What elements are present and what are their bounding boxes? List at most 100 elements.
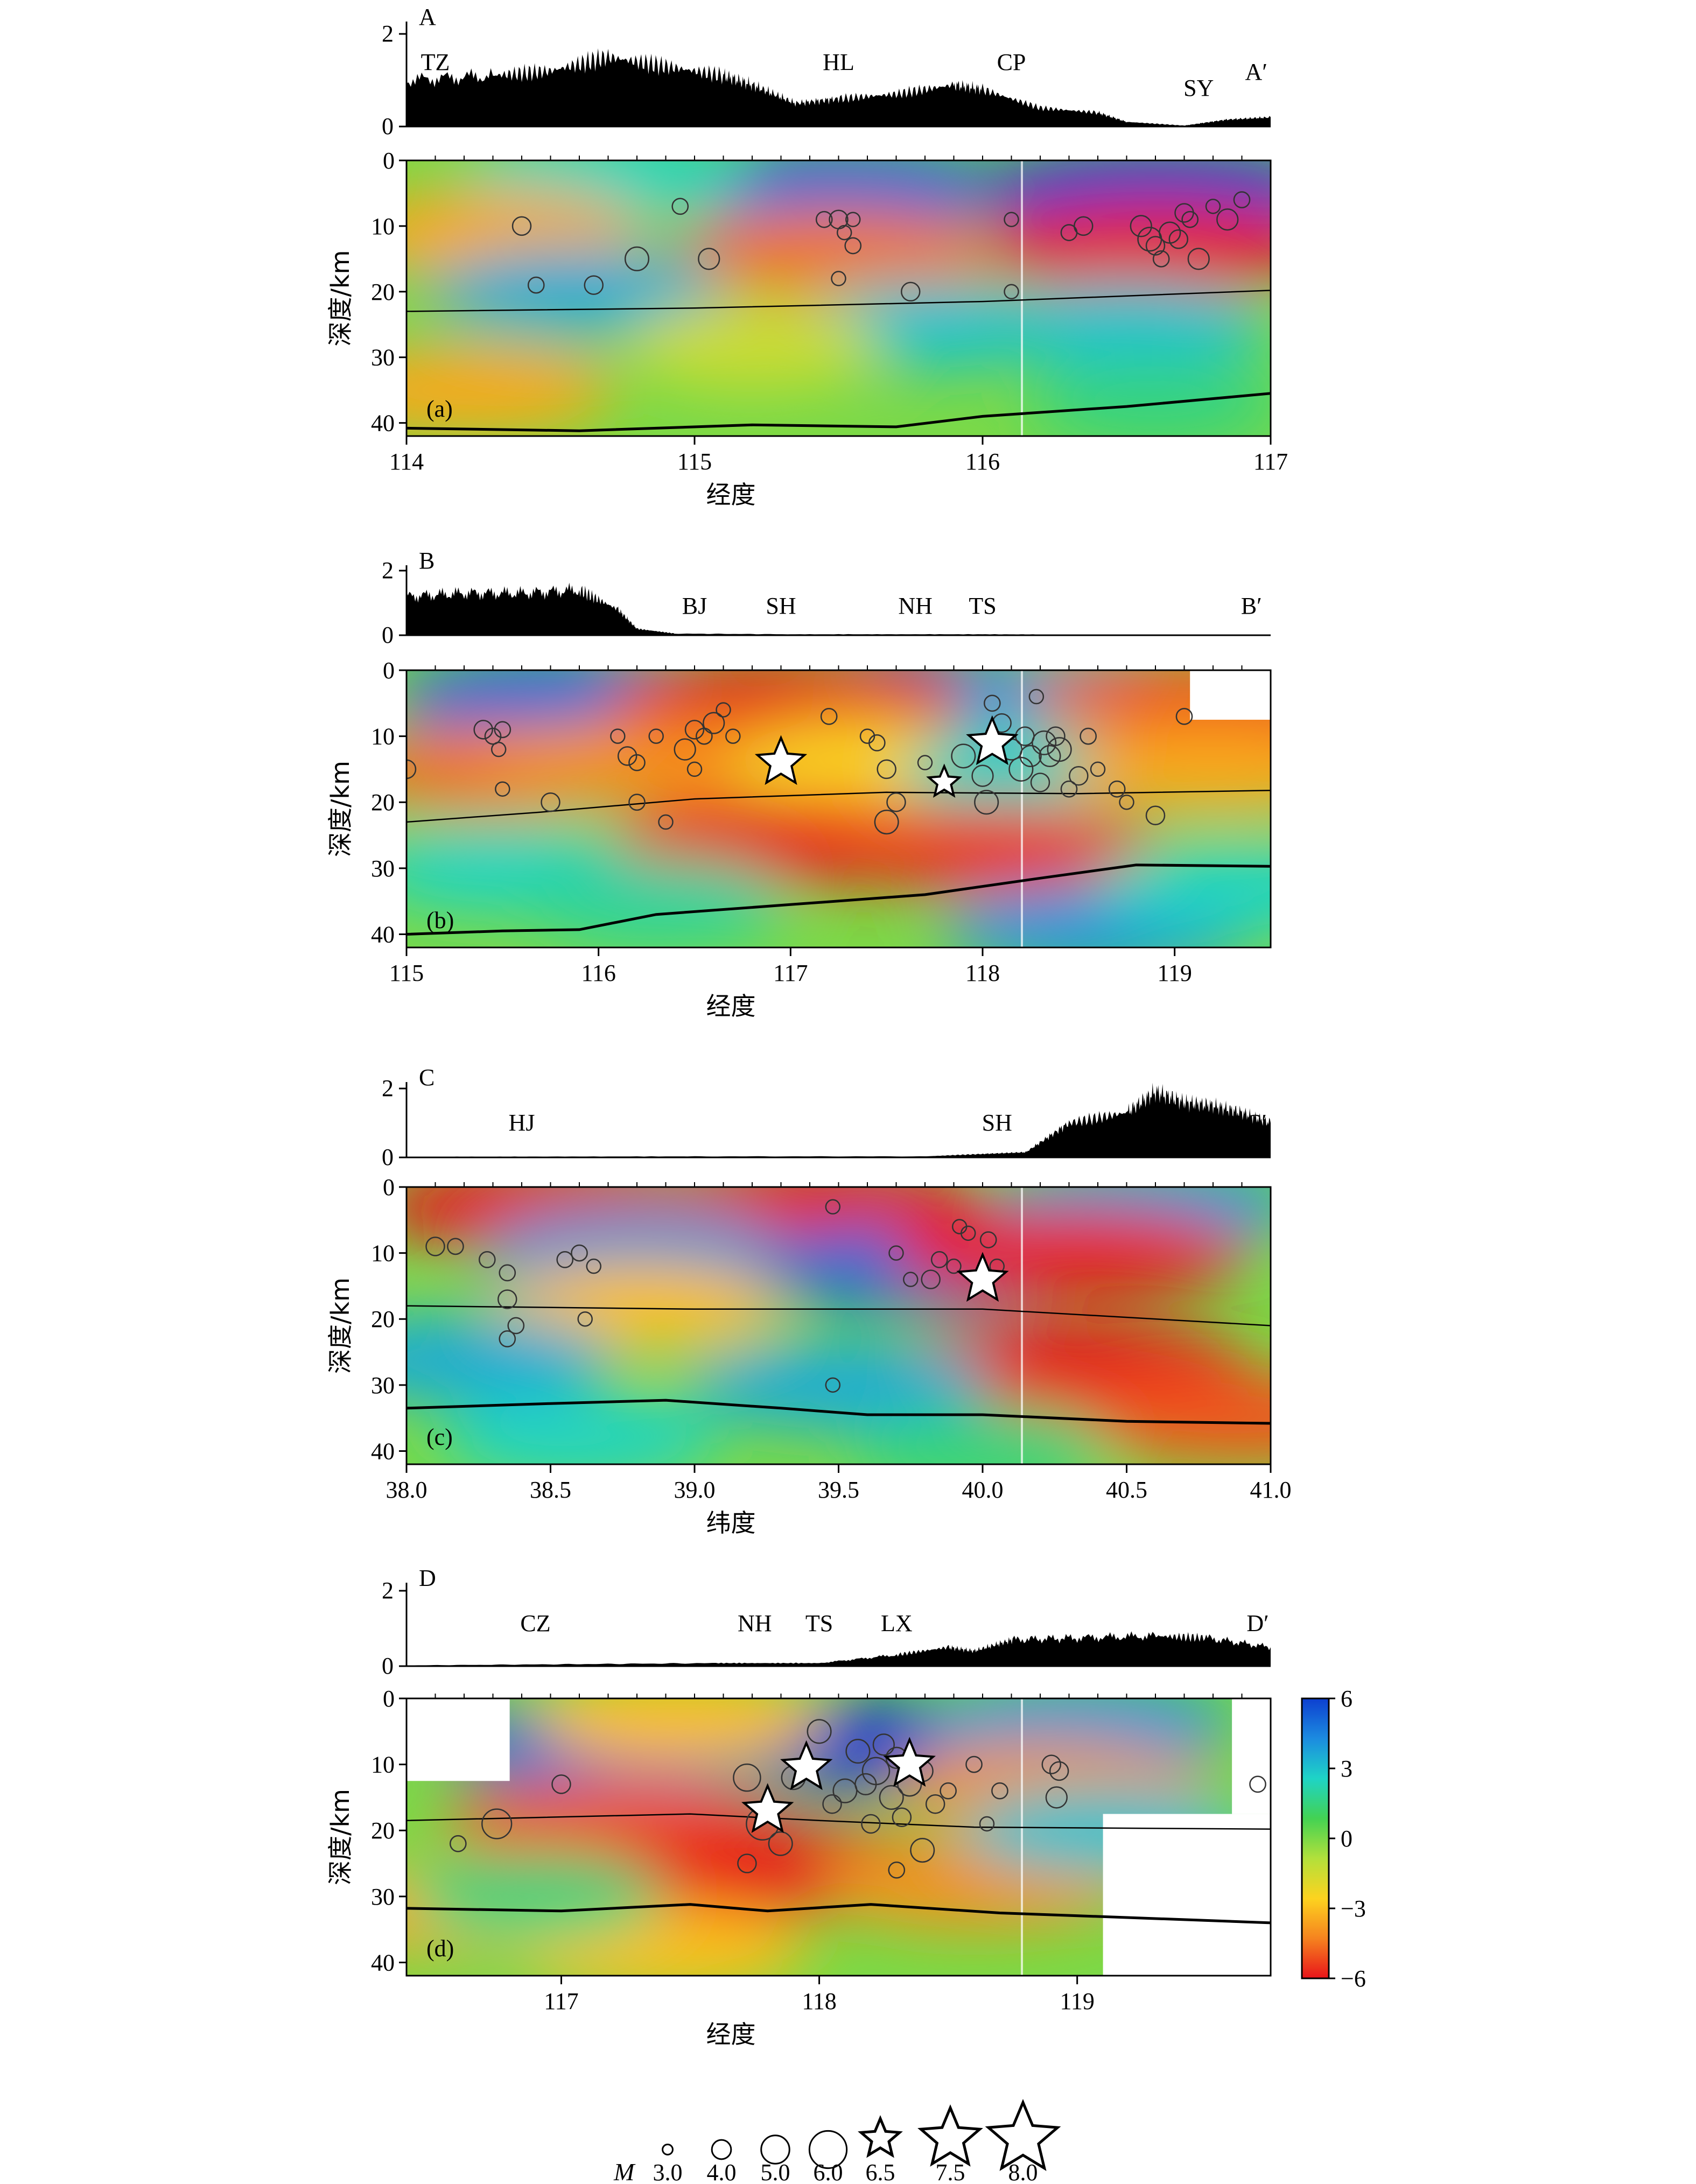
x-tick-label: 39.5: [818, 1477, 859, 1503]
place-label: B′: [1241, 593, 1262, 619]
place-label: A′: [1245, 59, 1267, 85]
earthquake-circle: [903, 1272, 919, 1287]
earthquake-circle: [1045, 1786, 1068, 1809]
x-tick-label: 117: [544, 1988, 578, 2014]
earthquake-circle: [1187, 248, 1210, 270]
place-label: NH: [738, 1610, 772, 1637]
y-tick-label: 20: [371, 1306, 395, 1332]
no-data-region: [407, 1698, 510, 1781]
large-earthquake-star: [741, 1783, 794, 1833]
earthquake-circle: [610, 728, 626, 744]
topo-tick-label: 0: [382, 1653, 394, 1679]
earthquake-circle: [1233, 191, 1251, 208]
x-tick-label: 116: [965, 448, 1000, 475]
earthquake-circle: [1019, 745, 1042, 768]
y-tick-label: 20: [371, 789, 395, 816]
earthquake-circle: [1069, 766, 1089, 786]
earthquake-circle: [868, 734, 886, 752]
anomaly-blob: [479, 718, 795, 807]
colorbar-tick-label: 0: [1341, 1825, 1352, 1852]
large-earthquake-star: [780, 1740, 833, 1790]
earthquake-circle: [861, 1814, 881, 1834]
legend-title: M: [613, 2158, 636, 2184]
earthquake-circle: [1108, 780, 1126, 798]
earthquake-circle: [484, 727, 502, 745]
earthquake-circle: [822, 1794, 842, 1814]
topo-tick-label: 0: [382, 113, 394, 139]
earthquake-circle: [447, 1238, 464, 1255]
colorbar-tick-label: 3: [1341, 1755, 1352, 1782]
earthquake-circle: [478, 1251, 496, 1268]
earthquake-circle: [658, 814, 674, 830]
earthquake-circle: [1205, 199, 1221, 214]
topo-tick-label: 0: [382, 622, 394, 648]
y-tick-label: 0: [383, 1686, 395, 1712]
earthquake-circle: [1090, 761, 1106, 777]
earthquake-circle: [979, 1231, 997, 1248]
y-tick-label: 30: [371, 1372, 395, 1399]
x-tick-label: 118: [802, 1988, 836, 2014]
earthquake-circle: [901, 282, 921, 302]
earthquake-circle: [1041, 1754, 1062, 1774]
earthquake-circle: [877, 759, 896, 780]
profile-start-label: B: [419, 547, 434, 574]
panel-a: 0 2A TZ HL CP SY A′ 0 10 20 30 40 114 115 116 117 经度 深度/k…: [326, 4, 1288, 509]
earthquake-circle: [716, 702, 731, 718]
anomaly-blob: [521, 856, 791, 946]
place-label: BJ: [682, 593, 707, 619]
moho-line: [407, 1399, 1271, 1425]
earthquake-circle: [499, 1264, 516, 1282]
anomaly-blob: [853, 1407, 1112, 1464]
earthquake-circle: [979, 1816, 995, 1832]
earthquake-circle: [874, 809, 899, 835]
x-tick-label: 39.0: [674, 1477, 716, 1503]
earthquake-circle: [768, 1831, 793, 1856]
earthquake-circle: [1004, 284, 1019, 300]
earthquake-circle: [737, 1853, 757, 1873]
place-label: LX: [881, 1610, 913, 1637]
anomaly-blob: [808, 804, 1157, 893]
y-tick-label: 30: [371, 345, 395, 371]
y-tick-label: 20: [371, 279, 395, 305]
topography-fill: [407, 1631, 1271, 1666]
large-earthquake-star: [966, 715, 1019, 766]
panel-label: (d): [426, 1935, 454, 1962]
place-label: SY: [1183, 75, 1214, 101]
colorbar-ramp: [1301, 1697, 1330, 1979]
topography-profile: 0 2 C HJ SH C′: [382, 1064, 1271, 1170]
anomaly-blob: [1026, 359, 1271, 436]
panel-label: (a): [426, 396, 453, 422]
earthquake-circle: [921, 1269, 941, 1289]
earthquake-circle: [1181, 210, 1199, 228]
x-tick-label: 40.5: [1106, 1477, 1147, 1503]
earthquake-circle: [648, 728, 664, 744]
y-tick-label: 0: [383, 1174, 395, 1200]
x-axis-label: 纬度: [706, 1508, 756, 1537]
legend-star-symbol: [985, 2099, 1061, 2171]
anomaly-blob: [531, 1698, 824, 1763]
legend-circle-symbol: [662, 2144, 674, 2155]
anomaly-blob: [407, 1314, 616, 1403]
earthquake-circle: [961, 1225, 976, 1241]
earthquake-circle: [1216, 208, 1239, 231]
earthquake-circle: [1168, 229, 1189, 249]
place-label: HJ: [509, 1109, 535, 1136]
earthquake-circle: [1008, 756, 1034, 782]
panel-d: 0 2 D CZ NH TS LX D′ 0 10 20 30 40 117 118 119 经度 深度/km (d…: [326, 1565, 1272, 2049]
moho-line: [407, 1903, 1271, 1925]
profile-start-label: D: [419, 1565, 436, 1591]
y-tick-label: 30: [371, 1884, 395, 1910]
x-tick-label: 115: [389, 960, 424, 986]
earthquake-circle: [584, 275, 604, 295]
legend-label: 6.0: [814, 2159, 843, 2184]
y-tick-label: 10: [371, 1752, 395, 1778]
topography-fill: [407, 1083, 1271, 1157]
large-earthquake-star: [926, 763, 963, 798]
earthquake-circle: [674, 738, 696, 761]
y-tick-label: 10: [371, 1240, 395, 1267]
topography-fill: [407, 582, 1271, 635]
earthquake-circle: [917, 755, 933, 770]
moho-line: [407, 863, 1271, 936]
earthquake-circle: [725, 728, 741, 744]
legend-circle-symbol: [808, 2130, 848, 2169]
